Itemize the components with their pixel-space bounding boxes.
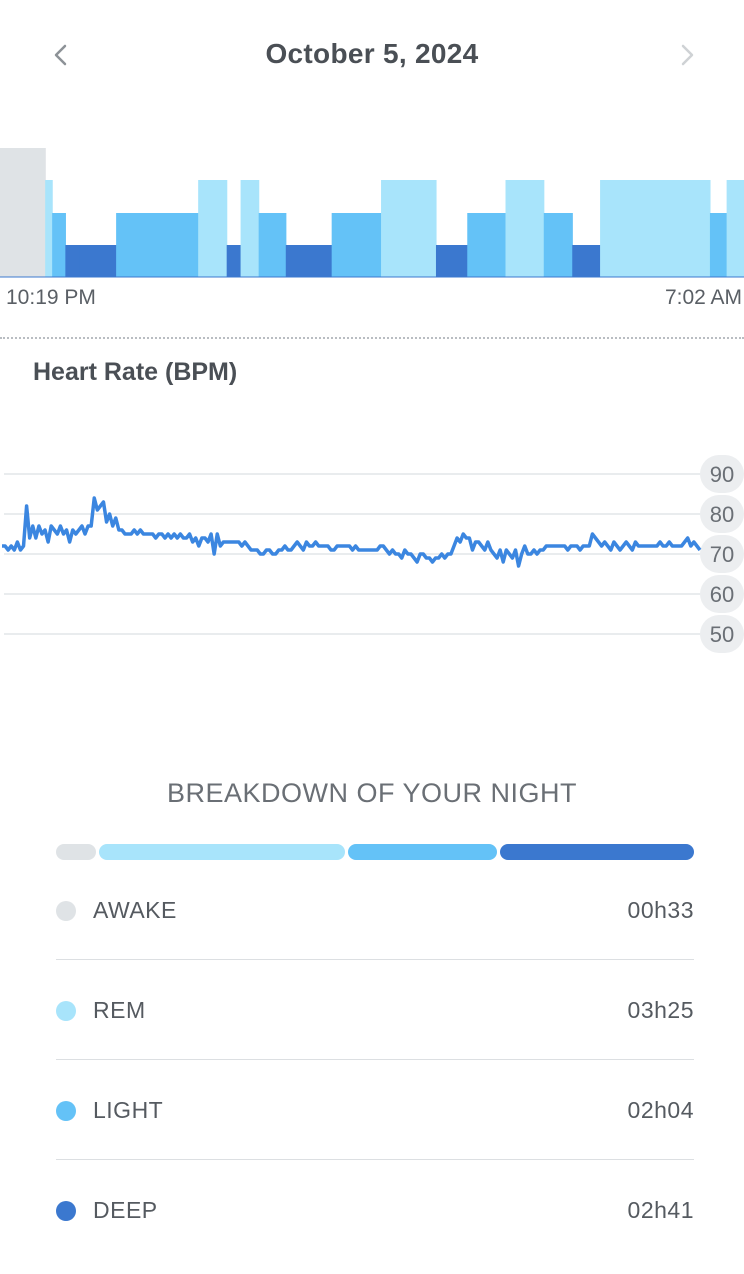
chevron-left-icon xyxy=(54,44,67,66)
heart-rate-chart: 90 80 70 60 50 xyxy=(2,455,744,653)
stage-segment-deep xyxy=(435,245,468,277)
row-divider xyxy=(56,959,694,960)
legend-label: LIGHT xyxy=(93,1097,164,1123)
legend-row-light: LIGHT 02h04 xyxy=(56,1060,694,1160)
row-divider xyxy=(56,1159,694,1160)
stage-proportion-bar xyxy=(56,844,694,860)
stage-segment-rem xyxy=(381,180,437,277)
awake-dot-icon xyxy=(56,901,76,921)
stage-segment-light xyxy=(543,213,573,277)
stage-bar-segment-deep xyxy=(500,844,694,860)
next-day-button[interactable] xyxy=(672,40,702,70)
stage-segment-light xyxy=(467,213,507,277)
stage-bar-segment-awake xyxy=(56,844,96,860)
legend-row-deep: DEEP 02h41 xyxy=(56,1160,694,1260)
stage-segment-awake xyxy=(0,148,46,277)
stage-bar-segment-rem xyxy=(98,844,346,860)
page-title: October 5, 2024 xyxy=(265,38,479,69)
section-divider xyxy=(0,337,744,339)
breakdown-title: BREAKDOWN OF YOUR NIGHT xyxy=(166,778,578,808)
heart-rate-line xyxy=(2,496,702,568)
rem-dot-icon xyxy=(56,1001,76,1021)
stage-segment-deep xyxy=(285,245,333,277)
stage-segment-deep xyxy=(79,245,117,277)
legend-value: 02h41 xyxy=(627,1197,694,1223)
chevron-right-icon xyxy=(681,44,694,66)
legend-value: 00h33 xyxy=(627,897,694,923)
legend-value: 03h25 xyxy=(627,997,694,1023)
y-tick-badge xyxy=(700,615,744,653)
light-dot-icon xyxy=(56,1101,76,1121)
y-tick-label: 90 xyxy=(710,462,734,487)
y-tick-label: 50 xyxy=(710,622,734,647)
prev-day-button[interactable] xyxy=(46,40,76,70)
legend-label: AWAKE xyxy=(93,897,177,923)
y-tick-label: 60 xyxy=(710,582,734,607)
row-divider xyxy=(56,1059,694,1060)
stage-segment-deep xyxy=(65,245,80,277)
y-tick-badge xyxy=(700,575,744,613)
stage-segment-light xyxy=(709,213,728,277)
heart-rate-title: Heart Rate (BPM) xyxy=(33,358,238,386)
legend-label: REM xyxy=(93,997,146,1023)
sleep-start-time: 10:19 PM xyxy=(6,286,96,309)
y-tick-badge xyxy=(700,455,744,493)
stage-segment-light xyxy=(116,213,199,277)
stage-segment-light xyxy=(258,213,287,277)
stage-segment-rem xyxy=(505,180,545,277)
header: October 5, 2024 xyxy=(0,0,744,110)
stage-segment-deep xyxy=(572,245,601,277)
y-tick-label: 80 xyxy=(710,502,734,527)
sleep-hypnogram xyxy=(0,148,744,278)
stage-segment-rem xyxy=(198,180,228,277)
stage-segment-rem xyxy=(45,180,53,277)
y-tick-label: 70 xyxy=(710,542,734,567)
deep-dot-icon xyxy=(56,1201,76,1221)
legend-row-rem: REM 03h25 xyxy=(56,960,694,1060)
y-tick-badge xyxy=(700,535,744,573)
stage-segment-light xyxy=(52,213,66,277)
stage-bar-segment-light xyxy=(348,844,498,860)
sleep-end-time: 7:02 AM xyxy=(664,286,742,309)
legend-value: 02h04 xyxy=(627,1097,694,1123)
stage-segment-rem xyxy=(726,180,744,277)
stage-segment-rem xyxy=(240,180,260,277)
stage-segment-deep xyxy=(226,245,242,277)
y-tick-badge xyxy=(700,495,744,533)
stage-segment-light xyxy=(331,213,382,277)
stage-segment-rem xyxy=(600,180,711,277)
legend-row-awake: AWAKE 00h33 xyxy=(56,860,694,960)
legend-label: DEEP xyxy=(93,1197,158,1223)
